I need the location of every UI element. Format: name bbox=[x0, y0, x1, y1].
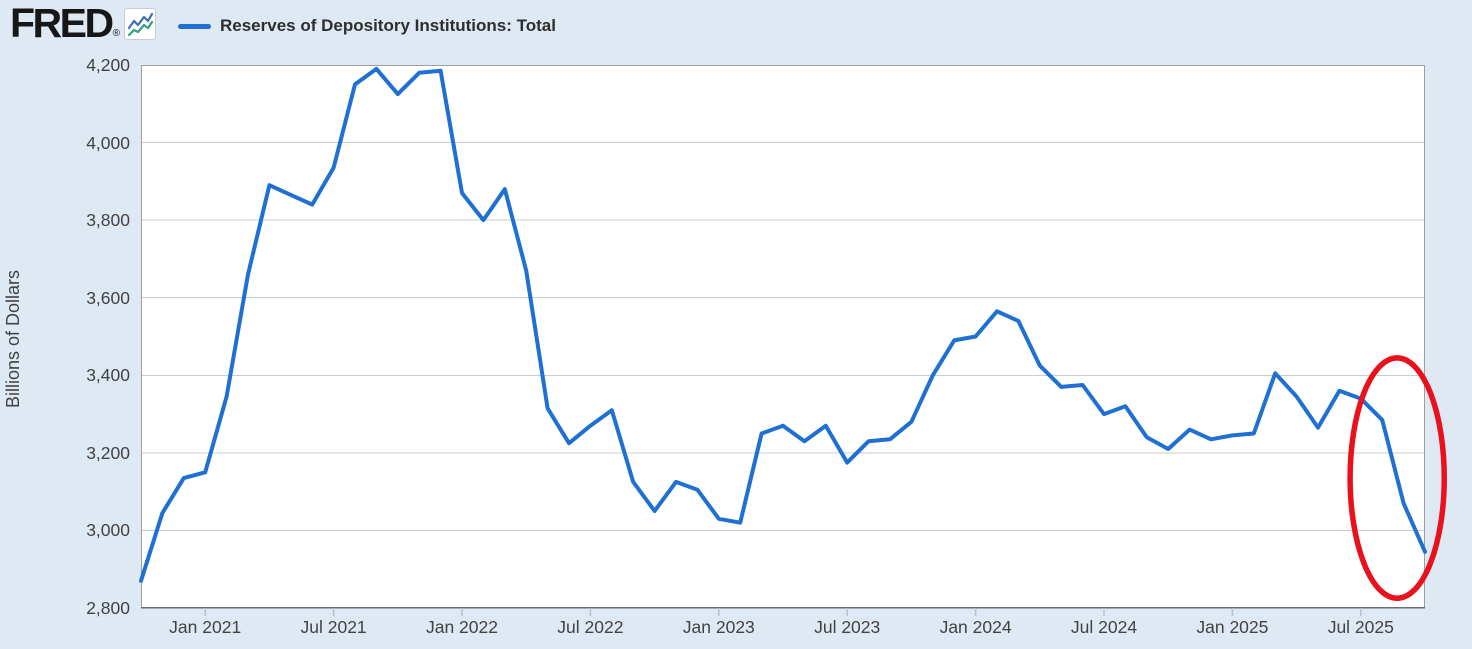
annotation-ellipse bbox=[1347, 355, 1448, 602]
legend: Reserves of Depository Institutions: Tot… bbox=[178, 16, 556, 36]
legend-label: Reserves of Depository Institutions: Tot… bbox=[220, 16, 556, 35]
fred-sparkline-icon bbox=[123, 8, 156, 40]
y-tick-label: 4,000 bbox=[86, 132, 130, 153]
y-axis-title: Billions of Dollars bbox=[3, 269, 23, 409]
x-tick-label: Jul 2021 bbox=[300, 617, 367, 637]
fred-logo[interactable]: FRED ® bbox=[10, 2, 156, 44]
y-tick-label: 3,800 bbox=[86, 210, 130, 231]
x-tick-label: Jan 2025 bbox=[1196, 617, 1269, 637]
data-line bbox=[139, 66, 1427, 583]
legend-line-marker bbox=[178, 23, 211, 29]
y-tick-label: 3,200 bbox=[86, 442, 130, 463]
plot-background bbox=[141, 65, 1425, 608]
x-tick-label: Jul 2022 bbox=[557, 617, 624, 637]
y-tick-label: 3,600 bbox=[86, 287, 130, 308]
y-tick-label: 3,400 bbox=[86, 365, 130, 386]
registered-mark: ® bbox=[112, 28, 120, 39]
y-tick-label: 3,000 bbox=[86, 520, 130, 541]
x-tick-label: Jan 2022 bbox=[425, 617, 498, 637]
x-tick-label: Jul 2023 bbox=[814, 617, 881, 637]
fred-logo-text: FRED bbox=[10, 0, 114, 46]
x-tick-label: Jul 2024 bbox=[1070, 617, 1138, 637]
x-tick-label: Jan 2024 bbox=[939, 617, 1012, 637]
line-chart-plot[interactable] bbox=[139, 65, 1448, 616]
y-tick-label: 2,800 bbox=[86, 598, 130, 618]
x-tick-label: Jul 2025 bbox=[1327, 617, 1394, 637]
x-tick-label: Jan 2023 bbox=[682, 617, 755, 637]
y-tick-label: 4,200 bbox=[86, 55, 130, 75]
x-tick-label: Jan 2021 bbox=[169, 617, 242, 637]
